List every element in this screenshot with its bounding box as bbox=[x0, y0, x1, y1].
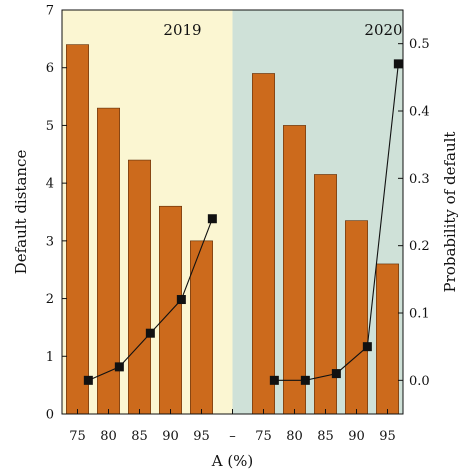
bar bbox=[159, 205, 182, 415]
bar-series bbox=[66, 44, 399, 415]
y-tick-label: 2 bbox=[46, 292, 54, 307]
bar bbox=[252, 73, 275, 415]
y-tick-label: 4 bbox=[46, 177, 54, 192]
right-axis: 0.0 0.1 0.2 0.3 0.4 0.5 bbox=[398, 37, 430, 389]
bar bbox=[128, 159, 151, 415]
bar bbox=[376, 263, 399, 415]
x-tick-label: 85 bbox=[131, 429, 148, 444]
x-tick-label: 95 bbox=[379, 429, 396, 444]
y2-tick-label: 0.5 bbox=[409, 37, 430, 52]
bar bbox=[345, 220, 368, 415]
y-tick-label: 1 bbox=[46, 350, 54, 365]
line-series bbox=[83, 59, 403, 385]
y2-tick-label: 0.0 bbox=[409, 374, 430, 389]
y-axis-title: Default distance bbox=[12, 150, 30, 275]
bar bbox=[283, 125, 306, 415]
y-tick-label: 6 bbox=[46, 61, 54, 76]
y2-tick-label: 0.4 bbox=[409, 105, 430, 120]
y2-tick-label: 0.2 bbox=[409, 239, 430, 254]
y-tick-label: 3 bbox=[46, 234, 54, 249]
y2-tick-label: 0.1 bbox=[409, 307, 430, 322]
x-tick-label: 80 bbox=[100, 429, 117, 444]
line-point bbox=[300, 375, 310, 385]
line-point bbox=[331, 369, 341, 379]
x-tick-label: 95 bbox=[193, 429, 210, 444]
bar bbox=[66, 44, 89, 415]
x-tick-label: 75 bbox=[255, 429, 272, 444]
y-tick-label: 0 bbox=[46, 408, 54, 423]
x-tick-label: 85 bbox=[317, 429, 334, 444]
line-point bbox=[83, 375, 93, 385]
line-point bbox=[393, 59, 403, 69]
line-point bbox=[362, 342, 372, 352]
left-axis: 0 1 2 3 4 5 6 7 bbox=[46, 4, 67, 423]
x-tick-label: – bbox=[229, 429, 236, 444]
x-axis-title: A (%) bbox=[211, 452, 254, 470]
x-tick-label: 80 bbox=[286, 429, 303, 444]
x-axis: 75 80 85 90 95 – 75 80 85 90 95 bbox=[69, 409, 396, 444]
line-point bbox=[114, 362, 124, 372]
period-label-2020: 2020 bbox=[364, 21, 402, 39]
x-tick-label: 75 bbox=[69, 429, 86, 444]
line-point bbox=[176, 295, 186, 305]
y2-axis-title: Probability of default bbox=[441, 132, 459, 293]
x-tick-label: 90 bbox=[348, 429, 365, 444]
line-point bbox=[145, 328, 155, 338]
y-tick-label: 5 bbox=[46, 119, 54, 134]
line-point bbox=[269, 375, 279, 385]
y2-tick-label: 0.3 bbox=[409, 172, 430, 187]
period-label-2019: 2019 bbox=[163, 21, 201, 39]
line-point bbox=[207, 214, 217, 224]
x-tick-label: 90 bbox=[162, 429, 179, 444]
y-tick-label: 7 bbox=[46, 4, 54, 19]
